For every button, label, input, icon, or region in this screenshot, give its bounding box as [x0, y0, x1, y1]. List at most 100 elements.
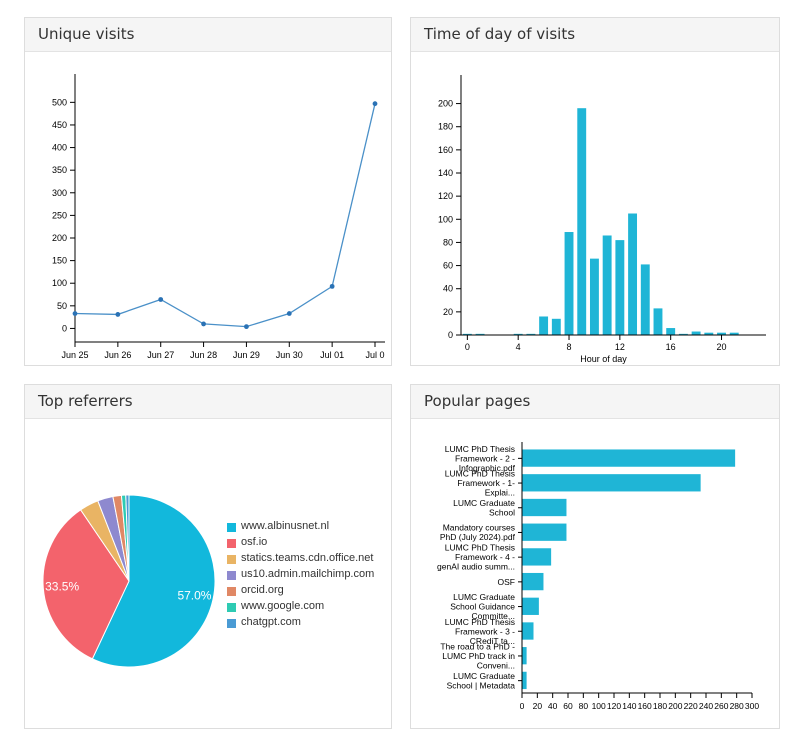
y-tick-label: 180	[438, 122, 453, 132]
x-tick-label: Jun 29	[233, 350, 260, 360]
data-point	[329, 283, 335, 289]
x-tick-label: 40	[548, 701, 558, 711]
category-label: LUMC Graduate	[453, 671, 515, 681]
bar	[513, 333, 523, 335]
x-tick-label: 220	[684, 701, 698, 711]
top-referrers-pie-chart: 57.0% 33.5%	[42, 494, 216, 668]
x-tick-label: 100	[592, 701, 606, 711]
bar	[589, 258, 599, 335]
legend-swatch	[227, 555, 236, 564]
x-tick-label: Jul 0	[365, 350, 384, 360]
y-tick-label: 20	[443, 307, 453, 317]
bar	[691, 331, 701, 335]
pie-slice	[91, 494, 216, 668]
y-tick-label: 160	[438, 145, 453, 155]
legend-swatch	[227, 539, 236, 548]
category-label: Framework - 4 -	[455, 552, 515, 562]
y-tick-label: 150	[52, 256, 67, 266]
category-label: School Guidance	[450, 602, 515, 612]
bar	[653, 308, 663, 335]
bar	[522, 572, 544, 591]
panel-header: Top referrers	[25, 385, 391, 419]
data-point	[372, 101, 378, 107]
panel-title: Top referrers	[38, 392, 133, 410]
category-label: The road to a PhD -	[440, 641, 515, 651]
x-tick-label: 4	[516, 342, 521, 352]
time-of-day-bar-chart: 0 20 40 60 80 100 120 140 160 180 200 0 4 8 12 16 20 Hour…	[438, 75, 766, 364]
x-tick-label: Jun 27	[147, 350, 174, 360]
category-label: LUMC PhD Thesis	[445, 469, 515, 479]
legend-label: www.albinusnet.nl	[241, 520, 330, 532]
panel-header: Time of day of visits	[411, 18, 779, 52]
legend-swatch	[227, 619, 236, 628]
data-point	[244, 324, 249, 330]
data-point	[201, 321, 206, 327]
bar	[628, 213, 638, 335]
popular-pages-panel: Popular pages LUMC PhD Thesis Framework -…	[410, 384, 780, 729]
y-tick-label: 50	[57, 301, 67, 311]
category-label: LUMC Graduate	[453, 592, 515, 602]
category-label: Framework - 2 -	[455, 453, 515, 463]
legend-label: osf.io	[241, 536, 268, 548]
bar	[615, 240, 625, 335]
bar	[522, 498, 567, 517]
x-tick-label: 8	[567, 342, 572, 352]
panel-title: Popular pages	[424, 392, 531, 410]
x-tick-label: Jun 30	[276, 350, 303, 360]
y-tick-label: 350	[52, 165, 67, 175]
x-tick-label: 160	[638, 701, 652, 711]
y-tick-label: 200	[52, 233, 67, 243]
bar	[522, 474, 701, 492]
panel-body: 0 20 40 60 80 100 120 140 160 180 200 0 4 8 12 16 20 Hour…	[411, 52, 779, 365]
pie-legend: www.albinusnet.nl osf.io statics.teams.cdn…	[227, 520, 392, 641]
category-label: OSF	[498, 577, 515, 587]
y-tick-label: 450	[52, 120, 67, 130]
legend-label: orcid.org	[241, 584, 284, 596]
bar	[522, 449, 736, 467]
bar	[522, 523, 567, 541]
category-label: Framework - 3 -	[455, 626, 515, 636]
legend-swatch	[227, 523, 236, 532]
axes	[70, 74, 385, 347]
bar	[522, 597, 539, 615]
panel-body: 57.0% 33.5% www.albinusnet.nl osf.io static…	[25, 419, 391, 728]
legend-label: www.google.com	[241, 600, 325, 612]
panel-header: Popular pages	[411, 385, 779, 419]
category-label: Framework - 1-	[457, 478, 515, 488]
data-point	[72, 311, 78, 316]
series-line	[74, 103, 376, 328]
y-tick-label: 0	[448, 330, 453, 340]
category-label: LUMC PhD Thesis	[445, 543, 515, 553]
axes	[518, 442, 753, 698]
bar	[551, 318, 561, 335]
bar	[526, 333, 536, 335]
pie-data-label: 33.5%	[45, 579, 79, 593]
category-label: Mandatory courses	[443, 523, 515, 533]
y-tick-label: 300	[52, 188, 67, 198]
bar	[462, 333, 472, 335]
bar	[522, 622, 534, 640]
bar	[640, 264, 650, 335]
x-tick-label: 180	[653, 701, 667, 711]
category-label: Committe...	[472, 611, 515, 621]
y-tick-label: 60	[443, 261, 453, 271]
category-label: School	[489, 508, 515, 518]
bar	[704, 332, 714, 335]
category-label: LUMC PhD Thesis	[445, 617, 515, 627]
category-label: genAI audio summ...	[437, 562, 515, 572]
legend-swatch	[227, 587, 236, 596]
x-tick-label: 0	[520, 701, 525, 711]
legend-swatch	[227, 603, 236, 612]
y-tick-label: 140	[438, 168, 453, 178]
y-tick-label: 40	[443, 284, 453, 294]
bar	[522, 671, 527, 690]
legend-label: us10.admin.mailchimp.com	[241, 568, 375, 580]
x-tick-label: 80	[579, 701, 589, 711]
panel-title: Unique visits	[38, 25, 135, 43]
x-tick-label: Jun 28	[190, 350, 217, 360]
panel-title: Time of day of visits	[424, 25, 576, 43]
category-label: School | Metadata	[447, 680, 516, 690]
x-tick-label: Jun 26	[104, 350, 131, 360]
axes	[456, 75, 766, 340]
